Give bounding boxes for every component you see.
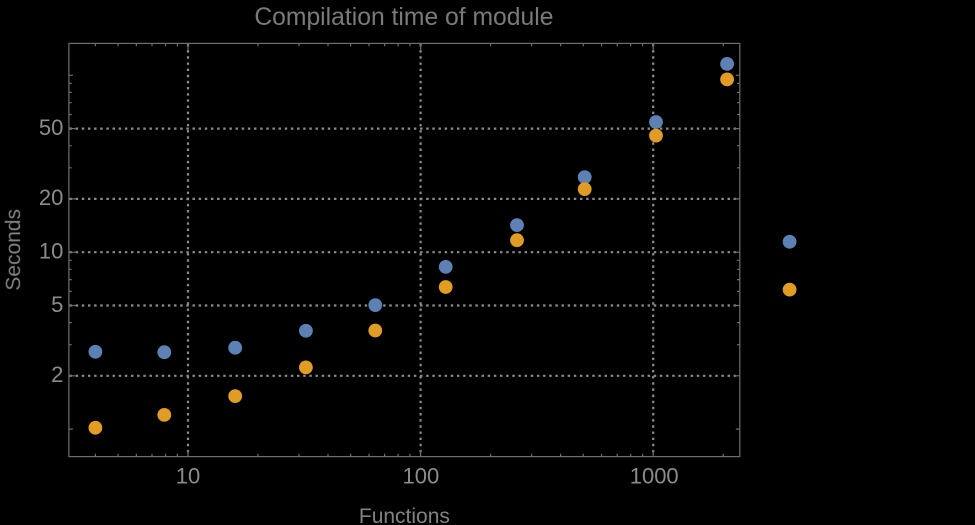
svg-text:2: 2 — [51, 362, 63, 387]
svg-text:5: 5 — [51, 292, 63, 317]
svg-text:20: 20 — [39, 185, 63, 210]
svg-text:10: 10 — [176, 463, 200, 488]
svg-text:Compilation time of module: Compilation time of module — [254, 4, 553, 31]
svg-text:100: 100 — [403, 463, 440, 488]
svg-text:Seconds: Seconds — [2, 209, 25, 291]
svg-text:Functions: Functions — [359, 505, 450, 525]
svg-text:50: 50 — [39, 115, 63, 140]
svg-text:10: 10 — [39, 239, 63, 264]
svg-text:1000: 1000 — [630, 463, 679, 488]
